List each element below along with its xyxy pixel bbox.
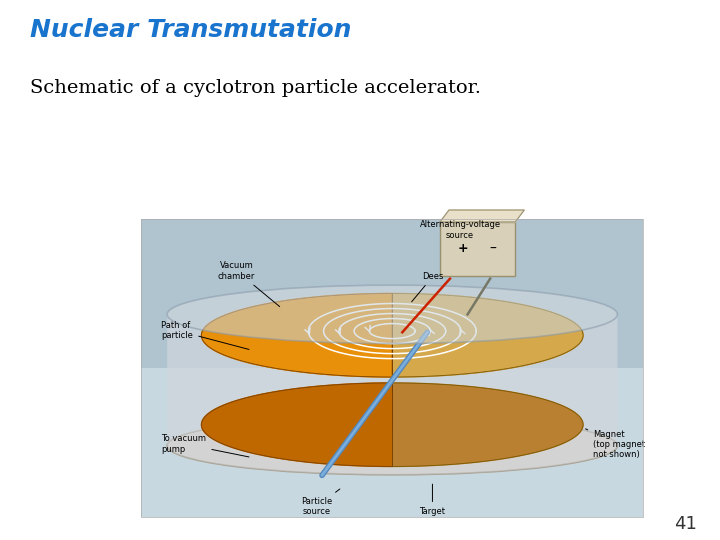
Polygon shape: [202, 294, 392, 377]
Bar: [141, 219, 643, 368]
Polygon shape: [392, 294, 583, 377]
Text: To vacuum
pump: To vacuum pump: [161, 434, 249, 457]
Polygon shape: [167, 285, 617, 446]
Polygon shape: [202, 294, 392, 467]
Ellipse shape: [167, 285, 617, 343]
Text: Path of
particle: Path of particle: [161, 321, 249, 349]
Text: 41: 41: [674, 515, 697, 533]
Ellipse shape: [167, 416, 617, 475]
Bar: [440, 222, 516, 275]
Polygon shape: [202, 383, 392, 467]
Text: Alternating-voltage
source: Alternating-voltage source: [420, 220, 500, 240]
Bar: [141, 368, 643, 517]
Polygon shape: [440, 210, 524, 222]
Text: Nuclear Transmutation: Nuclear Transmutation: [30, 17, 351, 42]
Polygon shape: [392, 294, 583, 467]
Polygon shape: [392, 383, 583, 467]
Text: Vacuum
chamber: Vacuum chamber: [218, 261, 279, 307]
Polygon shape: [167, 314, 617, 475]
Bar: [141, 219, 643, 517]
Text: Particle
source: Particle source: [302, 489, 340, 516]
Text: –: –: [490, 242, 496, 256]
Text: Dees: Dees: [412, 272, 444, 302]
Text: +: +: [457, 242, 468, 255]
Text: Target: Target: [420, 484, 446, 516]
Text: Schematic of a cyclotron particle accelerator.: Schematic of a cyclotron particle accele…: [30, 79, 481, 97]
Text: Magnet
(top magnet
not shown): Magnet (top magnet not shown): [585, 429, 645, 460]
